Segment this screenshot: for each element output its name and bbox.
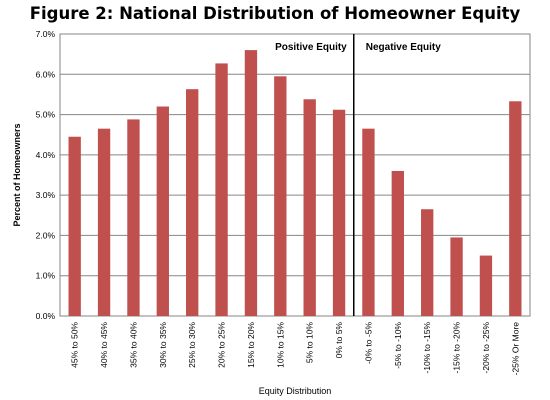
y-tick-label: 4.0% (36, 150, 56, 160)
x-tick-labels: 45% to 50% 40% to 45% 35% to 40% 30% to 35%… (70, 322, 521, 376)
chart-title: Figure 2: National Distribution of Homeo… (29, 4, 521, 23)
y-tick-label: 0.0% (36, 311, 56, 321)
bar (215, 63, 228, 317)
bars (68, 50, 522, 317)
y-tick-label: 6.0% (36, 69, 56, 79)
x-tick-label: 15% to 20% (246, 322, 256, 368)
bar (274, 76, 287, 316)
x-tick-label: 35% to 40% (128, 322, 138, 368)
bar (509, 101, 522, 316)
y-tick-label: 7.0% (36, 29, 56, 39)
x-tick-label: 10% to 15% (275, 322, 285, 368)
x-tick-label: 25% to 30% (187, 322, 197, 368)
x-axis-title: Equity Distribution (259, 386, 332, 396)
x-tick-label: -20% to -25% (481, 322, 491, 374)
bar (97, 128, 111, 316)
x-tick-label: -0% to -5% (363, 322, 373, 364)
y-tick-label: 1.0% (36, 271, 56, 281)
x-tick-label: -15% to -20% (452, 322, 462, 374)
bar (391, 170, 404, 316)
bar (332, 109, 346, 316)
bar (156, 106, 169, 316)
y-tick-label: 5.0% (36, 110, 56, 120)
x-tick-label: 20% to 25% (217, 322, 227, 368)
x-tick-label: -10% to -15% (422, 322, 432, 374)
bar (303, 99, 316, 317)
bar (186, 89, 199, 316)
y-tick-labels: 0.0% 1.0% 2.0% 3.0% 4.0% 5.0% 6.0% 7.0% (36, 29, 56, 321)
x-tick-label: 30% to 35% (158, 322, 168, 368)
y-axis-title: Percent of Homeowners (12, 123, 22, 226)
annotation-positive-equity: Positive Equity (275, 42, 347, 53)
annotation-negative-equity: Negative Equity (366, 42, 441, 53)
bar (127, 119, 140, 316)
x-tick-label: 40% to 45% (99, 322, 109, 368)
y-tick-label: 3.0% (36, 190, 56, 200)
bar (479, 255, 493, 316)
bar (244, 50, 258, 316)
x-tick-label: 0% to 5% (334, 322, 344, 359)
bar (421, 209, 434, 316)
x-tick-label: -5% to -10% (393, 322, 403, 369)
bar (362, 128, 375, 316)
x-tick-label: 45% to 50% (70, 322, 80, 368)
x-tick-label: -25% Or More (510, 322, 520, 376)
x-tick-label: 5% to 10% (305, 322, 315, 364)
bar (68, 136, 81, 316)
bar (450, 237, 463, 316)
y-tick-label: 2.0% (36, 230, 56, 240)
